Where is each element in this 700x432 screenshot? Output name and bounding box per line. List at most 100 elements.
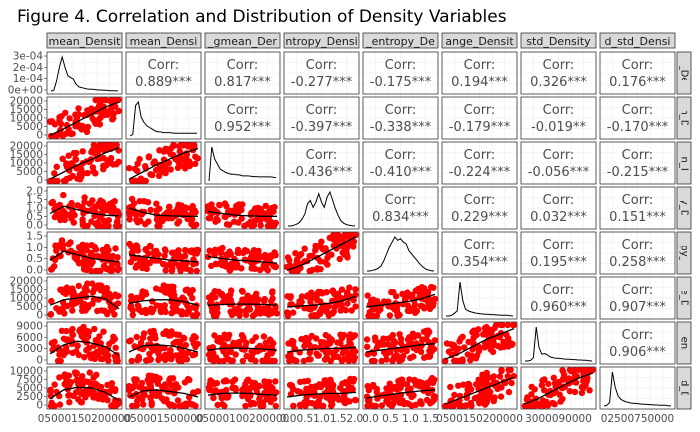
scatter-point: [126, 338, 133, 345]
scatter-point: [214, 305, 221, 312]
scatter-point: [466, 381, 473, 388]
scatter-point: [538, 401, 546, 408]
row-strip-label: ge_De: [679, 282, 690, 313]
panel-r6-c5: [441, 321, 518, 365]
scatter-point: [307, 347, 314, 354]
corr-value: 0.195***: [530, 255, 587, 270]
x-tick-label: 05000150200000: [38, 413, 132, 425]
corr-value: 0.834***: [372, 210, 429, 225]
panel-border: [441, 141, 518, 185]
scatter-point: [173, 207, 181, 214]
panel-r4-c6: Corr: 0.195***: [520, 231, 597, 275]
scatter-point: [331, 303, 338, 311]
panel-content: [521, 367, 596, 409]
panel-r4-c1: [125, 231, 202, 275]
panel-r0-c1: Corr: 0.889***: [125, 51, 202, 95]
scatter-point: [212, 294, 219, 301]
scatter-point: [328, 402, 335, 409]
panel-r5-c3: [283, 276, 360, 320]
figure-title: Figure 4. Correlation and Distribution o…: [17, 7, 507, 27]
corr-value: 0.326***: [530, 75, 587, 90]
column-strip-bg: [599, 32, 676, 49]
panel-content: Corr: 0.195***: [530, 238, 587, 270]
scatter-point: [105, 217, 113, 224]
scatter-point: [272, 302, 279, 310]
panel-r3-c3: [283, 186, 360, 230]
scatter-point: [168, 356, 175, 363]
scatter-point: [131, 343, 138, 350]
scatter-point: [172, 352, 180, 359]
scatter-point: [311, 293, 318, 300]
panel-content: Corr: -0.397***: [291, 103, 353, 135]
panel-r4-c7: Corr: 0.258***: [599, 231, 676, 275]
panel-border: [520, 186, 597, 230]
scatter-point: [417, 348, 425, 356]
scatter-point: [97, 346, 104, 354]
scatter-point: [229, 207, 236, 214]
panel-border: [125, 141, 202, 185]
scatter-point: [71, 254, 79, 261]
row-strip-bg: [676, 276, 692, 320]
x-tick-label: 050001500000: [123, 413, 203, 425]
y-tick-label: 10000: [10, 113, 43, 125]
scatter-point: [64, 336, 71, 343]
scatter-point: [412, 341, 420, 348]
scatter-point: [57, 213, 64, 220]
panel-border: [362, 186, 439, 230]
scatter-point: [66, 115, 73, 122]
scatter-point: [390, 289, 397, 296]
scatter-point: [52, 177, 59, 184]
corr-label: Corr:: [227, 58, 259, 73]
x-tick-label: 0500150200000: [436, 413, 523, 425]
scatter-point: [209, 308, 216, 315]
scatter-point: [370, 383, 377, 390]
corr-label: Corr:: [464, 238, 496, 253]
scatter-point: [158, 169, 165, 176]
scatter-point: [75, 377, 82, 384]
scatter-point: [141, 198, 148, 205]
scatter-point: [380, 335, 387, 342]
scatter-point: [161, 345, 168, 352]
panel-r1-c6: Corr: -0.019**: [520, 96, 597, 140]
panel-content: [48, 323, 121, 364]
density-curve: [129, 100, 197, 137]
scatter-point: [341, 247, 348, 255]
scatter-point: [167, 166, 174, 173]
scatter-point: [467, 357, 474, 364]
scatter-point: [229, 378, 236, 385]
scatter-point: [92, 97, 99, 104]
corr-label: Corr:: [464, 193, 496, 208]
scatter-point: [424, 298, 432, 306]
scatter-point: [571, 372, 579, 379]
scatter-point: [255, 247, 262, 254]
scatter-point: [75, 244, 83, 251]
y-tick-label: 3e-04: [13, 51, 44, 63]
corr-label: Corr:: [385, 148, 417, 163]
panel-border: [599, 276, 676, 320]
scatter-point: [182, 204, 190, 211]
row-strip-bg: [676, 51, 692, 95]
corr-value: 0.229***: [451, 210, 508, 225]
scatter-point: [156, 147, 163, 154]
scatter-point: [396, 357, 403, 364]
scatter-point: [214, 401, 221, 409]
scatter-point: [169, 265, 176, 272]
scatter-point: [313, 384, 320, 391]
scatter-point: [256, 266, 264, 274]
scatter-point: [233, 259, 240, 267]
scatter-point: [192, 305, 199, 312]
trend-line: [286, 346, 357, 353]
scatter-point: [162, 381, 169, 388]
scatter-point: [58, 237, 66, 244]
scatter-point: [509, 322, 517, 329]
scatter-point: [346, 284, 353, 291]
scatter-point: [142, 221, 149, 228]
panel-border: [520, 51, 597, 95]
scatter-point: [126, 383, 133, 390]
panel-content: Corr: -0.215***: [607, 148, 669, 180]
panel-border: [283, 276, 360, 320]
x-tick-label: 02500750000: [601, 413, 675, 425]
scatter-point: [497, 322, 504, 329]
y-tick-label: 1.5: [26, 194, 43, 206]
